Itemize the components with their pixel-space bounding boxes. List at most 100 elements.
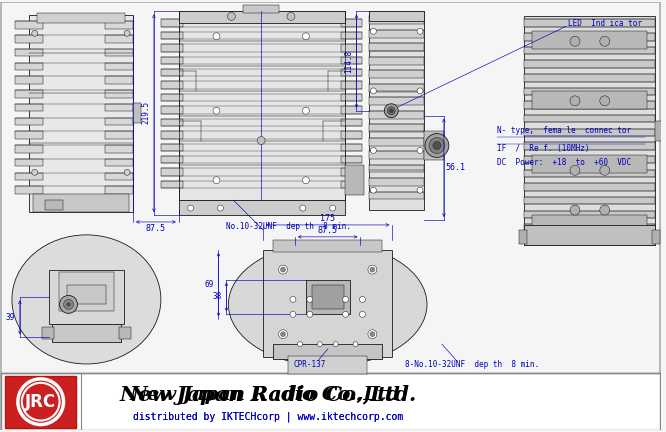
Bar (15, 131, 43, 139)
Bar (49, 270, 124, 324)
Text: IF  /  Re f. (10MHz): IF / Re f. (10MHz) (497, 144, 589, 153)
Bar (306, 280, 350, 314)
Bar (67, 285, 107, 305)
Bar (340, 168, 362, 176)
Bar (370, 30, 424, 38)
Circle shape (570, 205, 580, 215)
Bar (243, 6, 279, 13)
Bar (161, 94, 182, 102)
Text: 87.5: 87.5 (318, 226, 338, 235)
Bar (105, 145, 133, 152)
Bar (524, 142, 655, 150)
Bar (370, 151, 424, 159)
Circle shape (333, 342, 338, 346)
Bar (161, 119, 182, 126)
Bar (15, 186, 43, 194)
Bar (524, 183, 655, 191)
Bar (653, 230, 661, 244)
Circle shape (370, 147, 376, 153)
Bar (105, 104, 133, 111)
Bar (119, 327, 131, 339)
Circle shape (429, 137, 445, 153)
Bar (15, 159, 43, 166)
Bar (161, 57, 182, 64)
Circle shape (59, 295, 77, 313)
Bar (105, 118, 133, 125)
Bar (370, 124, 424, 132)
Bar (524, 60, 655, 68)
Circle shape (218, 205, 223, 211)
Bar (178, 200, 344, 215)
Circle shape (570, 96, 580, 106)
Bar (161, 82, 182, 89)
Bar (161, 156, 182, 163)
Circle shape (67, 302, 71, 306)
Circle shape (317, 342, 322, 346)
Bar (263, 250, 392, 357)
Bar (105, 90, 133, 98)
Bar (105, 35, 133, 43)
Circle shape (63, 299, 73, 309)
Ellipse shape (228, 243, 427, 366)
Circle shape (280, 332, 286, 337)
Circle shape (307, 296, 313, 302)
Bar (532, 156, 647, 173)
Bar (370, 70, 424, 78)
Bar (161, 131, 182, 139)
Circle shape (417, 187, 423, 193)
Text: 56.1: 56.1 (446, 163, 466, 172)
Bar (532, 91, 647, 109)
Circle shape (353, 342, 358, 346)
Circle shape (302, 33, 309, 40)
Bar (344, 165, 364, 195)
Circle shape (18, 379, 63, 425)
Bar (524, 156, 655, 163)
Text: 87.5: 87.5 (146, 224, 166, 233)
Circle shape (570, 36, 580, 46)
Bar (524, 16, 655, 245)
Bar (178, 11, 344, 23)
Bar (15, 90, 43, 98)
Bar (45, 200, 63, 210)
Circle shape (370, 88, 376, 94)
Circle shape (307, 311, 313, 317)
Bar (105, 186, 133, 194)
Text: 39: 39 (5, 313, 15, 322)
Bar (312, 285, 344, 309)
Bar (370, 165, 424, 172)
Circle shape (32, 169, 38, 175)
Circle shape (188, 205, 194, 211)
Text: N- type,  fema le  connec tor: N- type, fema le connec tor (497, 126, 631, 135)
Bar (340, 106, 362, 114)
Text: 8-No.10-32UNF  dep th  8 min.: 8-No.10-32UNF dep th 8 min. (405, 360, 539, 369)
Bar (161, 143, 182, 151)
Bar (15, 76, 43, 84)
Circle shape (360, 311, 366, 317)
Bar (105, 49, 133, 57)
Text: New Japan Radio Co.,Ltd.: New Japan Radio Co.,Ltd. (119, 385, 417, 405)
Circle shape (213, 33, 220, 40)
Circle shape (124, 169, 130, 175)
Circle shape (389, 109, 393, 113)
Text: 114.8: 114.8 (344, 50, 354, 73)
Bar (105, 76, 133, 84)
Bar (15, 35, 43, 43)
Bar (29, 16, 133, 212)
Bar (340, 19, 362, 27)
Bar (37, 13, 125, 23)
Bar (370, 178, 424, 186)
Bar (15, 21, 43, 29)
Bar (370, 11, 424, 210)
Bar (178, 11, 344, 200)
Circle shape (370, 187, 376, 193)
Bar (524, 47, 655, 54)
Bar (161, 32, 182, 39)
Circle shape (600, 36, 609, 46)
Circle shape (213, 177, 220, 184)
Circle shape (570, 165, 580, 175)
Bar (655, 121, 666, 140)
Bar (340, 131, 362, 139)
Circle shape (22, 383, 59, 421)
Bar (340, 181, 362, 188)
Bar (52, 324, 121, 342)
